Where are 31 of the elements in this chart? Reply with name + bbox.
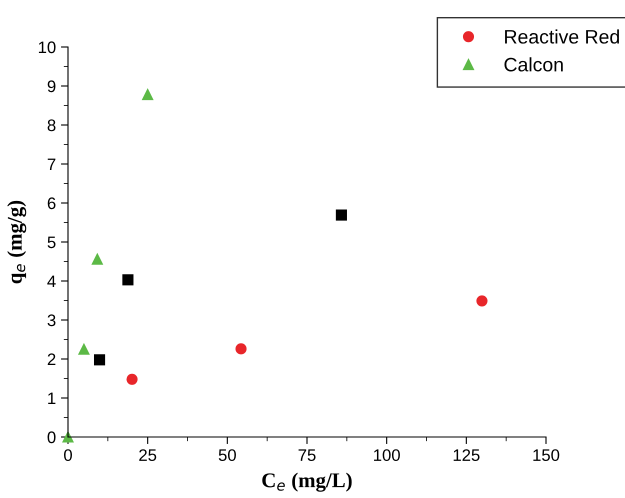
point — [92, 254, 103, 265]
point — [235, 343, 247, 354]
y-tick-label: 3 — [48, 314, 56, 326]
legend-label: Reactive Red — [505, 29, 619, 44]
x-tick-label: 25 — [139, 449, 156, 462]
y-tick-label: 0 — [48, 431, 56, 444]
y-tick-label: 10 — [38, 41, 56, 54]
y-tick-label: 7 — [48, 158, 56, 170]
point — [336, 210, 347, 221]
x-tick-label: 100 — [374, 449, 400, 462]
point — [78, 344, 90, 355]
point — [476, 295, 488, 306]
y-tick-label: 4 — [47, 276, 56, 288]
x-tick-label: 150 — [533, 449, 560, 462]
point — [142, 89, 154, 100]
y-tick-label: 5 — [48, 236, 56, 248]
y-tick-label: 1 — [48, 392, 56, 404]
point — [94, 354, 106, 366]
point — [122, 274, 134, 286]
x-tick-label: 125 — [454, 449, 480, 462]
legend-label: Calcon — [504, 57, 563, 72]
point — [126, 374, 138, 385]
x-axis-title: C$_{e}$ (mg/L) — [262, 472, 352, 492]
y-axis-title: q$_{e}$ (mg/g) — [7, 200, 26, 284]
x-tick-label: 50 — [218, 449, 236, 462]
x-tick-label: 75 — [298, 449, 316, 462]
y-tick-label: 2 — [48, 353, 56, 366]
y-tick-label: 9 — [48, 80, 56, 92]
y-tick-label: 6 — [48, 197, 56, 210]
x-tick-label: 0 — [64, 449, 72, 462]
y-tick-label: 8 — [48, 119, 56, 132]
